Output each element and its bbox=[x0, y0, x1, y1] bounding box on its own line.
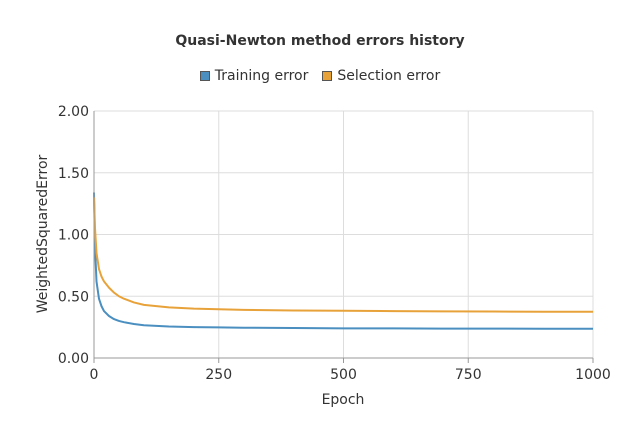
chart-legend: Training error Selection error bbox=[0, 68, 640, 84]
x-tick-label: 1000 bbox=[575, 367, 611, 383]
axes: 0.00 0.50 1.00 1.50 2.00 0 250 500 750 1000 bbox=[58, 104, 611, 383]
x-axis-label: Epoch bbox=[322, 392, 365, 408]
y-tick-label: 2.00 bbox=[58, 104, 89, 120]
y-tick-label: 1.00 bbox=[58, 228, 89, 244]
y-axis-label: WeightedSquaredError bbox=[35, 154, 51, 313]
legend-swatch-selection bbox=[322, 71, 333, 81]
legend-label-selection: Selection error bbox=[337, 68, 441, 84]
y-tick-label: 0.00 bbox=[58, 351, 89, 367]
x-tick-label: 0 bbox=[90, 367, 99, 383]
selection-error-line bbox=[93, 197, 593, 313]
legend-label-training: Training error bbox=[214, 68, 309, 84]
y-tick-label: 1.50 bbox=[58, 166, 89, 182]
grid-lines bbox=[93, 110, 594, 359]
x-tick-label: 500 bbox=[330, 367, 357, 383]
legend-item-training[interactable]: Training error bbox=[199, 68, 309, 84]
series-layer bbox=[93, 192, 593, 330]
chart-title: Quasi-Newton method errors history bbox=[175, 33, 465, 49]
x-tick-label: 750 bbox=[455, 367, 482, 383]
legend-item-selection[interactable]: Selection error bbox=[322, 68, 440, 84]
training-error-line bbox=[93, 192, 593, 330]
legend-swatch-training bbox=[199, 71, 210, 81]
y-tick-label: 0.50 bbox=[58, 289, 89, 305]
x-tick-label: 250 bbox=[205, 367, 232, 383]
